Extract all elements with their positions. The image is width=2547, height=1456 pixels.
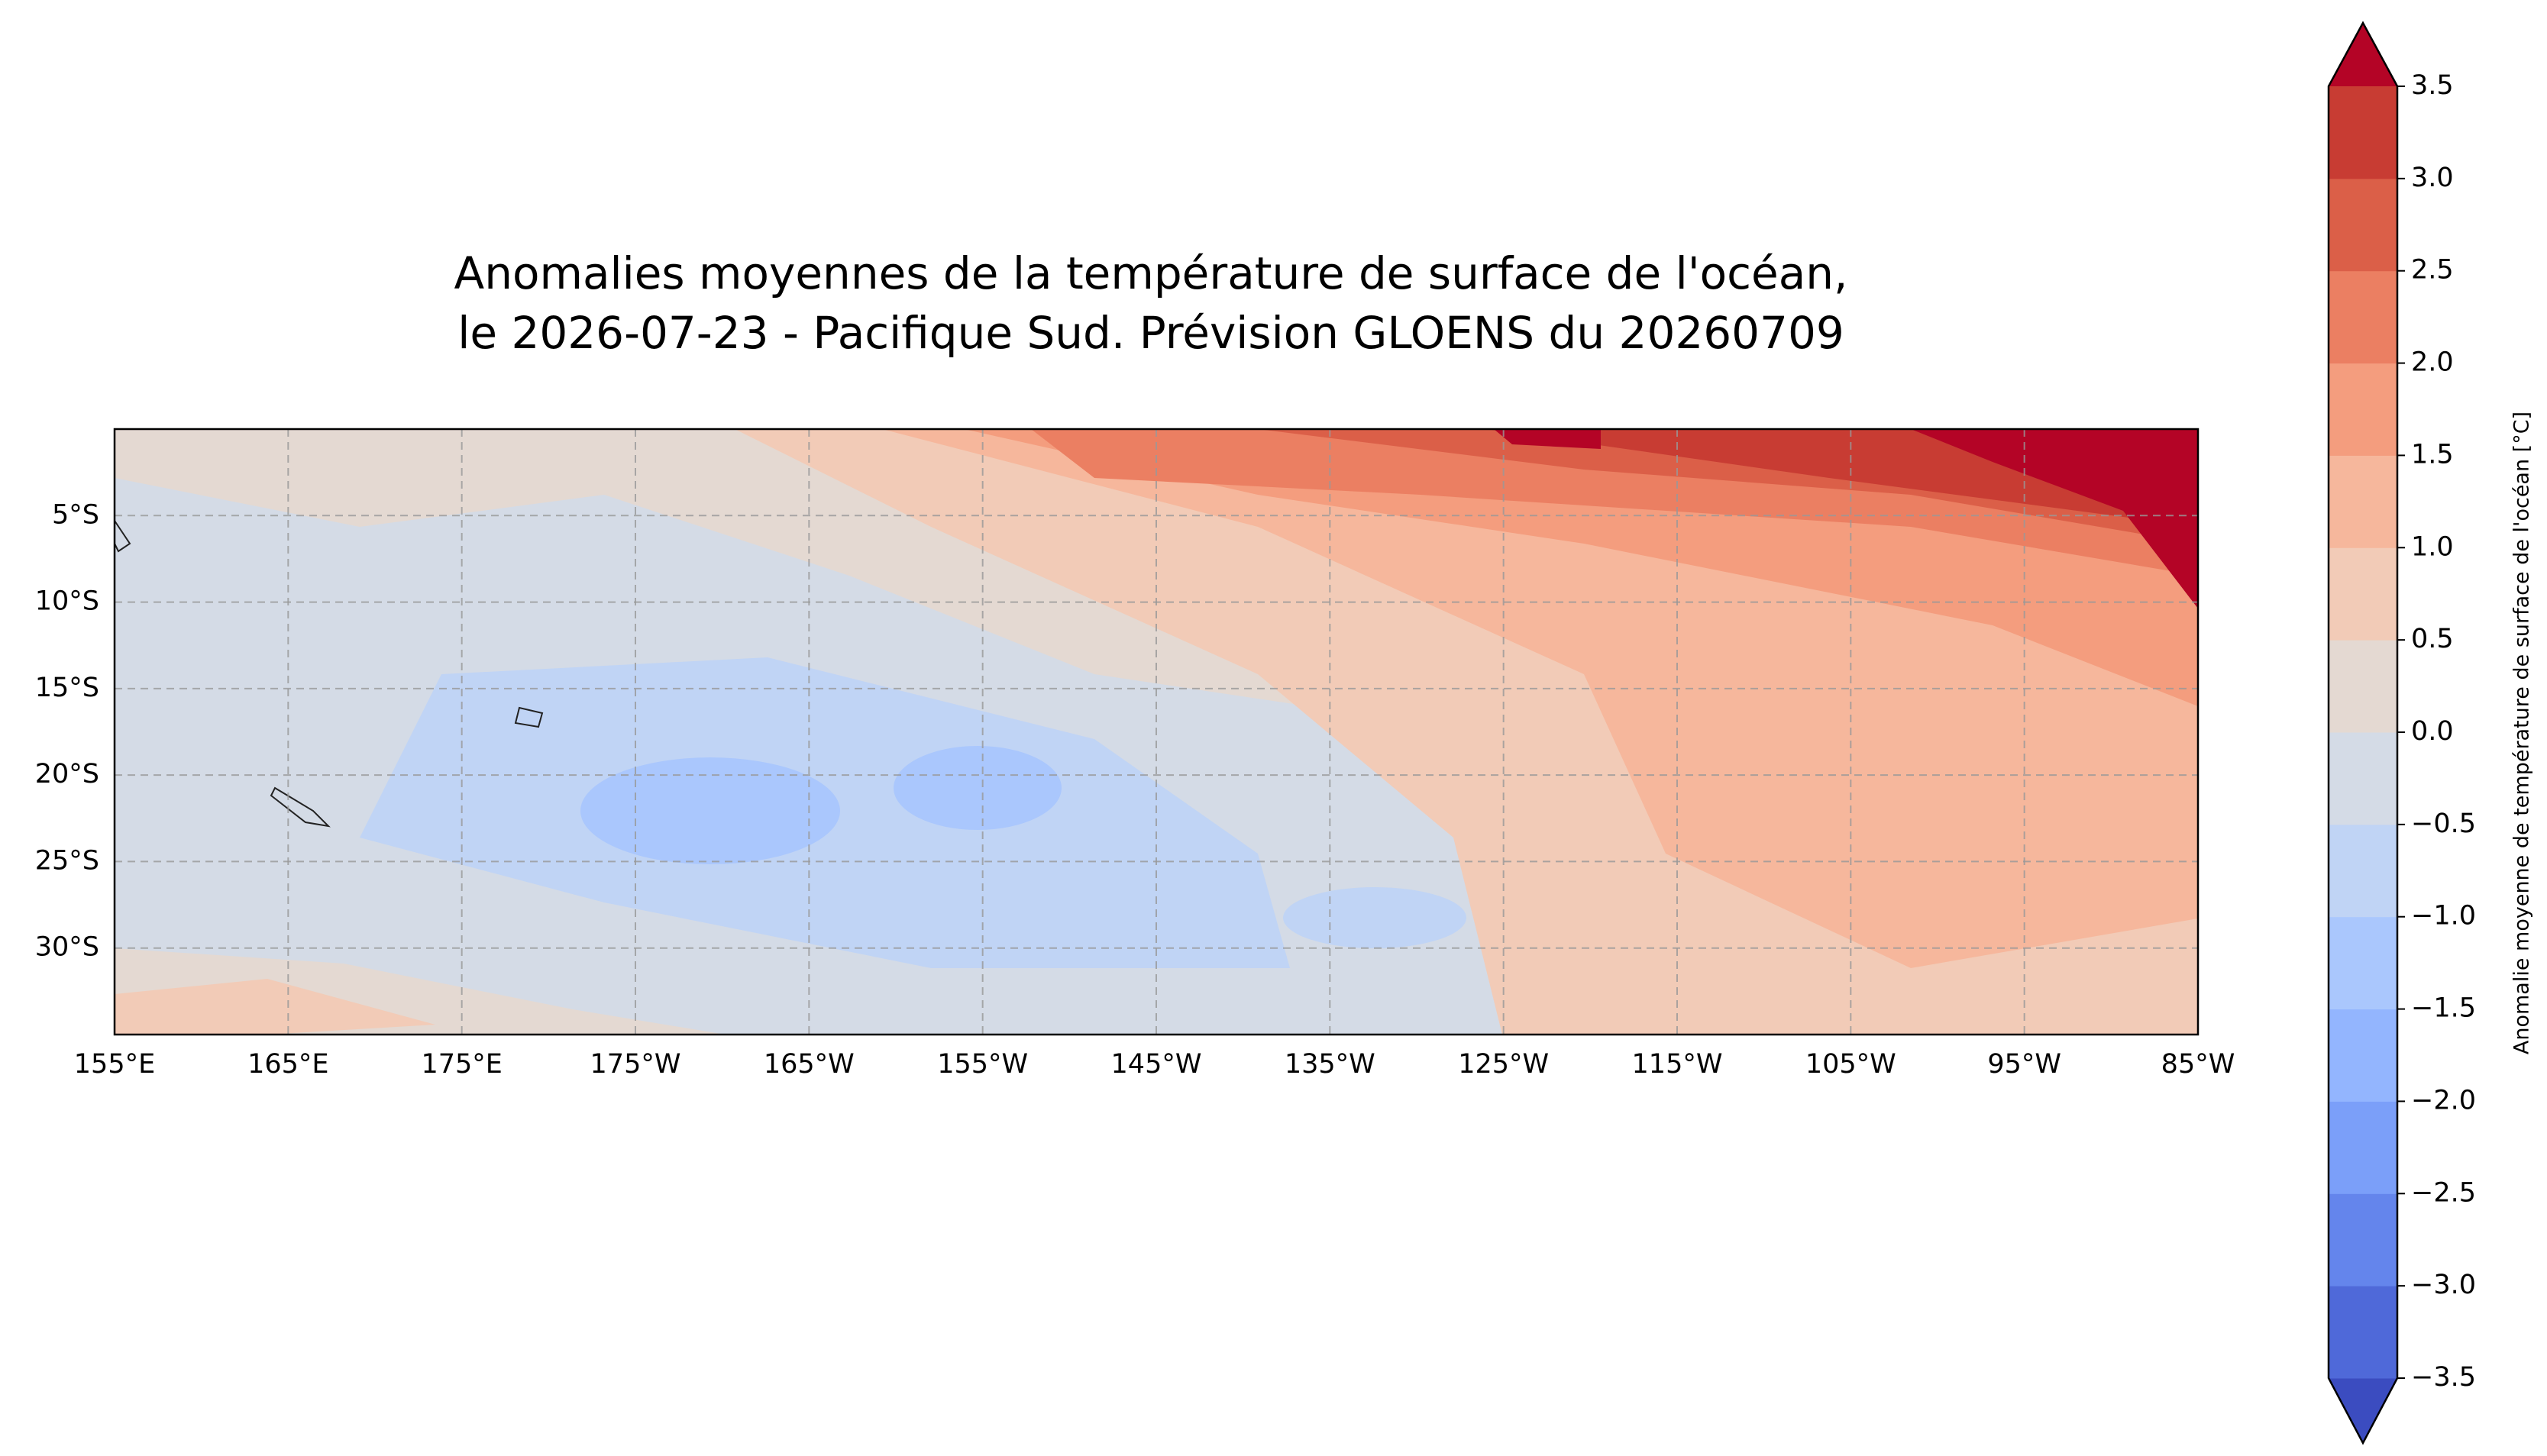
colorbar-band [2329,270,2397,364]
colorbar-tick-label: −2.0 [2411,1085,2476,1115]
colorbar-band [2329,363,2397,456]
colorbar-tick-label: 3.5 [2411,70,2454,101]
colorbar-band [2329,1009,2397,1102]
colorbar-band [2329,824,2397,918]
colorbar-tick-label: −1.0 [2411,901,2476,931]
colorbar-tick-label: 0.0 [2411,716,2454,747]
colorbar-band [2329,178,2397,272]
y-tick-label: 10°S [35,586,99,617]
colorbar-band [2329,86,2397,179]
x-tick-label: 85°W [2161,1049,2235,1080]
colorbar-tick-label: −0.5 [2411,809,2476,839]
x-tick-label: 115°W [1632,1049,1723,1080]
colorbar-tick-label: 3.0 [2411,163,2454,193]
x-tick-label: 175°W [590,1049,681,1080]
colorbar-tick-label: 1.0 [2411,531,2454,562]
y-tick-label: 25°S [35,845,99,876]
y-tick-label: 20°S [35,759,99,789]
colorbar-band [2329,455,2397,548]
colorbar-band [2329,916,2397,1010]
x-tick-label: 145°W [1111,1049,1202,1080]
colorbar-band [2329,547,2397,641]
y-tick-label: 15°S [35,673,99,703]
colorbar-tick-label: 0.5 [2411,624,2454,654]
colorbar-band [2329,1101,2397,1194]
title-line: Anomalies moyennes de la température de … [454,247,1848,299]
x-tick-label: 105°W [1805,1049,1896,1080]
colorbar-extend-low [2329,1378,2397,1443]
colorbar-band [2329,1193,2397,1287]
colorbar-label: Anomalie moyenne de température de surfa… [2510,412,2534,1054]
colorbar-tick-label: 1.5 [2411,439,2454,470]
y-tick-label: 5°S [52,499,99,530]
colorbar-band [2329,1286,2397,1379]
colorbar-band [2329,640,2397,733]
grid [114,429,2199,1035]
x-tick-label: 175°E [421,1049,502,1080]
colorbar-tick-label: 2.5 [2411,255,2454,286]
x-tick-label: 95°W [1987,1049,2061,1080]
colorbar-extend-high [2329,23,2397,86]
sst-field [115,429,2198,1035]
colorbar-tick-label: 2.0 [2411,347,2454,378]
colorbar-tick-label: −1.5 [2411,993,2476,1024]
colorbar-tick-label: −2.5 [2411,1177,2476,1208]
y-tick-label: 30°S [35,932,99,963]
x-tick-label: 165°W [764,1049,855,1080]
x-tick-label: 125°W [1458,1049,1549,1080]
title-line: le 2026-07-23 - Pacifique Sud. Prévision… [457,307,1844,359]
colorbar-band [2329,732,2397,825]
x-tick-label: 155°W [937,1049,1028,1080]
x-tick-label: 155°E [74,1049,155,1080]
map-frame [113,428,2200,1036]
x-tick-label: 165°E [247,1049,328,1080]
colorbar-tick-label: −3.0 [2411,1270,2476,1300]
x-tick-label: 135°W [1285,1049,1375,1080]
colorbar-tick-label: −3.5 [2411,1362,2476,1393]
